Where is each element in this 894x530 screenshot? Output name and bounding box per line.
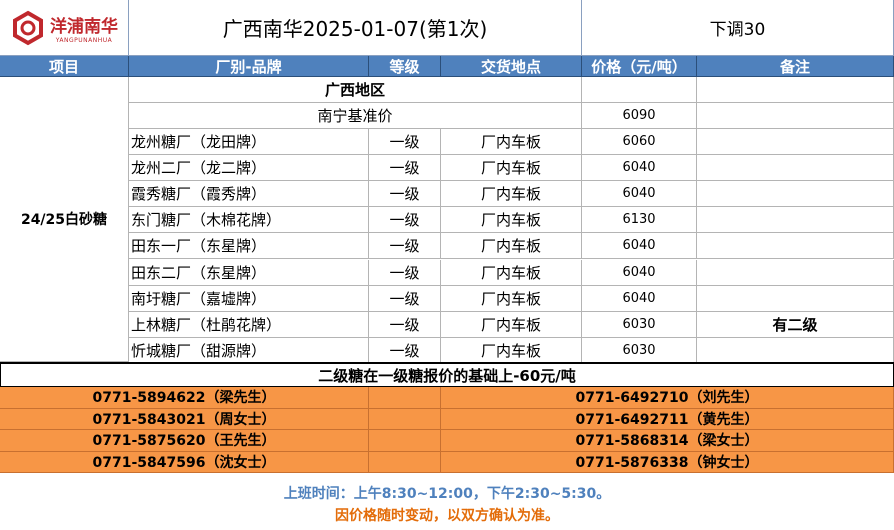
row-price: 6040 — [582, 181, 697, 208]
row-brand: 霞秀糖厂（霞秀牌） — [129, 181, 369, 208]
row-price: 6030 — [582, 337, 697, 364]
row-brand: 忻城糖厂（甜源牌） — [129, 337, 369, 364]
logo-cn: 洋浦南华 — [50, 16, 118, 37]
row-price: 6060 — [582, 129, 697, 155]
row-note: 有二级 — [697, 311, 894, 338]
contact-phone: 0771-5847596（沈女士） — [0, 451, 369, 473]
contact-phone: 0771-5875620（王先生） — [0, 430, 369, 452]
adjust-badge: 下调30 — [582, 0, 894, 56]
base-price: 6090 — [582, 103, 697, 129]
row-grade: 一级 — [369, 337, 441, 364]
contact-phone: 0771-6492711（黄先生） — [441, 408, 894, 430]
column-header: 备注 — [697, 56, 894, 77]
row-note — [697, 233, 894, 260]
disclaimer: 因价格随时变动，以双方确认为准。 — [335, 508, 559, 524]
item-name: 24/25白砂糖 — [0, 77, 129, 362]
contact-phone: 0771-5876338（钟女士） — [441, 451, 894, 473]
row-grade: 一级 — [369, 311, 441, 338]
row-place: 厂内车板 — [441, 181, 582, 208]
row-place: 厂内车板 — [441, 285, 582, 312]
row-brand: 上林糖厂（杜鹃花牌） — [129, 311, 369, 338]
row-place: 厂内车板 — [441, 155, 582, 182]
contact-phone: 0771-5894622（梁先生） — [0, 387, 369, 409]
row-brand: 田东一厂（东星牌） — [129, 233, 369, 260]
row-place: 厂内车板 — [441, 233, 582, 260]
row-price: 6040 — [582, 155, 697, 182]
row-price: 6040 — [582, 259, 697, 286]
row-grade: 一级 — [369, 129, 441, 155]
row-grade: 一级 — [369, 233, 441, 260]
row-brand: 南圩糖厂（嘉墟牌） — [129, 285, 369, 312]
row-note — [697, 259, 894, 286]
column-header: 价格（元/吨） — [582, 56, 697, 77]
row-price: 6040 — [582, 233, 697, 260]
row-price: 6040 — [582, 285, 697, 312]
row-brand: 龙州二厂（龙二牌） — [129, 155, 369, 182]
contact-phone: 0771-6492710（刘先生） — [441, 387, 894, 409]
row-place: 厂内车板 — [441, 311, 582, 338]
base-label: 南宁基准价 — [129, 103, 582, 129]
row-note — [697, 285, 894, 312]
row-note — [697, 207, 894, 234]
office-hours: 上班时间：上午8:30~12:00，下午2:30~5:30。 — [283, 486, 611, 502]
row-grade: 一级 — [369, 181, 441, 208]
row-price: 6030 — [582, 311, 697, 338]
row-place: 厂内车板 — [441, 207, 582, 234]
contact-phone: 0771-5843021（周女士） — [0, 408, 369, 430]
page-title: 广西南华2025-01-07(第1次) — [129, 0, 582, 56]
row-grade: 一级 — [369, 207, 441, 234]
region-title: 广西地区 — [129, 77, 582, 103]
row-grade: 一级 — [369, 285, 441, 312]
row-note — [697, 129, 894, 155]
column-header: 等级 — [369, 56, 441, 77]
row-note — [697, 181, 894, 208]
contact-phone: 0771-5868314（梁女士） — [441, 430, 894, 452]
logo-icon — [13, 10, 43, 45]
row-place: 厂内车板 — [441, 259, 582, 286]
second-grade-note: 二级糖在一级糖报价的基础上-60元/吨 — [0, 362, 894, 387]
footer: 上班时间：上午8:30~12:00，下午2:30~5:30。 因价格随时变动，以… — [0, 473, 894, 530]
row-brand: 东门糖厂（木棉花牌） — [129, 207, 369, 234]
logo-en: YANGPUNANHUA — [55, 36, 113, 44]
column-header: 厂别-品牌 — [129, 56, 369, 77]
row-note — [697, 337, 894, 364]
row-brand: 田东二厂（东星牌） — [129, 259, 369, 286]
row-place: 厂内车板 — [441, 337, 582, 364]
logo: 洋浦南华 YANGPUNANHUA — [0, 0, 129, 56]
row-note — [697, 155, 894, 182]
column-header: 项目 — [0, 56, 129, 77]
row-place: 厂内车板 — [441, 129, 582, 155]
row-brand: 龙州糖厂（龙田牌） — [129, 129, 369, 155]
row-grade: 一级 — [369, 155, 441, 182]
row-grade: 一级 — [369, 259, 441, 286]
row-price: 6130 — [582, 207, 697, 234]
column-header: 交货地点 — [441, 56, 582, 77]
